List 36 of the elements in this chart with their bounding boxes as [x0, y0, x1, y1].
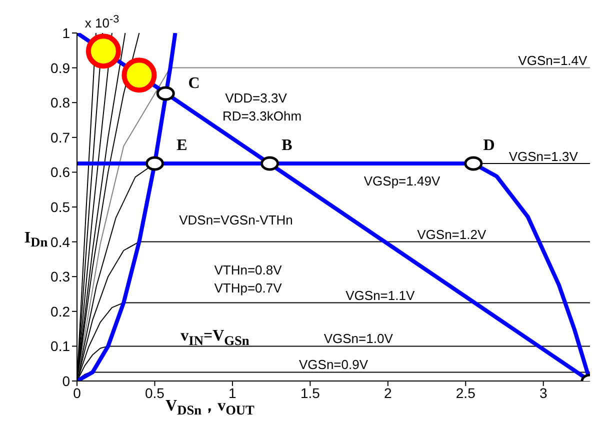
x-tick-label: 3 [539, 384, 548, 401]
annotation: VGSn=1.3V [508, 148, 578, 164]
x-tick-label: 0.5 [144, 384, 165, 401]
annotation: VGSn=1.2V [417, 226, 486, 242]
y-tick-label: 0.1 [50, 338, 70, 354]
annotation: B [282, 137, 292, 154]
annotation: VGSp=1.49V [364, 174, 440, 188]
annotation: v$_{IN}$=V$_{GSn}$ [180, 328, 250, 348]
annotation: VGSn=1.4V [518, 52, 588, 68]
annotation: RD=3.3kOhm [222, 108, 302, 124]
y-tick-label: 0 [62, 372, 70, 389]
annotation: VTHn=0.8V [214, 262, 282, 278]
y-tick-label: 0.6 [50, 164, 70, 180]
y-tick-label: 0.9 [50, 60, 70, 76]
y-tick-label: 0.8 [50, 94, 70, 111]
y-axis-title: I$_{Dn}$ [24, 229, 48, 251]
y-tick-label: 0.3 [50, 268, 70, 285]
x-tick-label: 2.5 [456, 384, 476, 401]
annotation: VDSn=VGSn-VTHn [179, 212, 293, 228]
x-tick-label: 1.5 [300, 384, 320, 401]
annotation: VGSn=1.0V [324, 331, 393, 346]
annotation: VTHp=0.7V [214, 280, 282, 296]
y-tick-label: 0.4 [50, 234, 70, 250]
annotation: VGSn=1.1V [346, 288, 415, 303]
annotation: D [483, 137, 495, 154]
x-tick-label: 2 [384, 384, 392, 401]
y-tick-label: 1 [62, 24, 70, 41]
annotation: E [176, 137, 188, 154]
annotation: VGSn=0.9V [298, 357, 368, 372]
x-tick-label: 0 [73, 384, 82, 401]
y-tick-label: 0.2 [50, 303, 70, 320]
y-tick-label: 0.7 [50, 129, 70, 146]
text: x 10$^{-3}$ [84, 13, 120, 31]
annotation: VDD=3.3V [225, 90, 287, 106]
annotation: C [188, 75, 200, 92]
y-tick-label: 0.5 [50, 198, 70, 215]
